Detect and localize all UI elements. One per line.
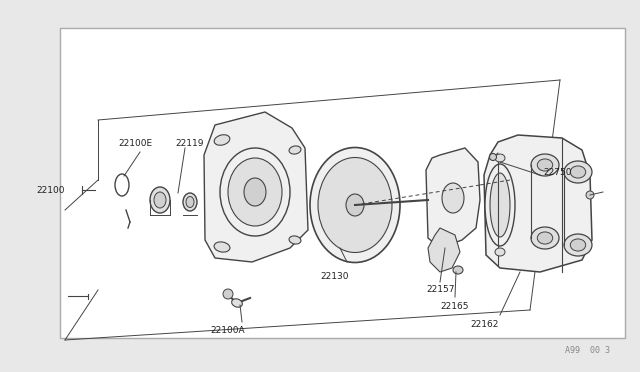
Text: 22100A: 22100A <box>210 326 244 335</box>
Text: 22162: 22162 <box>470 320 499 329</box>
Text: 22750: 22750 <box>543 167 572 176</box>
Ellipse shape <box>289 146 301 154</box>
Text: 22130: 22130 <box>320 272 349 281</box>
Ellipse shape <box>495 154 505 162</box>
Ellipse shape <box>490 173 510 237</box>
Ellipse shape <box>346 194 364 216</box>
Polygon shape <box>426 148 480 248</box>
Circle shape <box>223 289 233 299</box>
Ellipse shape <box>570 239 586 251</box>
FancyBboxPatch shape <box>60 28 625 338</box>
Text: 22100: 22100 <box>36 186 65 195</box>
Polygon shape <box>428 228 460 272</box>
Ellipse shape <box>564 161 592 183</box>
Ellipse shape <box>183 193 197 211</box>
Ellipse shape <box>570 166 586 178</box>
Ellipse shape <box>318 157 392 253</box>
Text: 22119: 22119 <box>175 139 204 148</box>
Ellipse shape <box>244 178 266 206</box>
Ellipse shape <box>154 192 166 208</box>
Ellipse shape <box>485 164 515 246</box>
Polygon shape <box>484 135 592 272</box>
Ellipse shape <box>214 242 230 252</box>
Ellipse shape <box>586 191 594 199</box>
Ellipse shape <box>186 196 194 208</box>
Ellipse shape <box>310 148 400 263</box>
Ellipse shape <box>289 236 301 244</box>
Ellipse shape <box>495 248 505 256</box>
Text: 22157: 22157 <box>426 285 454 294</box>
Ellipse shape <box>220 148 290 236</box>
Ellipse shape <box>453 266 463 274</box>
Ellipse shape <box>490 154 497 160</box>
Text: A99  00 3: A99 00 3 <box>565 346 610 355</box>
Ellipse shape <box>531 154 559 176</box>
Ellipse shape <box>442 183 464 213</box>
Ellipse shape <box>214 135 230 145</box>
Text: 22100E: 22100E <box>118 139 152 148</box>
Ellipse shape <box>228 158 282 226</box>
Polygon shape <box>204 112 308 262</box>
Ellipse shape <box>150 187 170 213</box>
Ellipse shape <box>564 234 592 256</box>
Ellipse shape <box>538 159 553 171</box>
Ellipse shape <box>538 232 553 244</box>
Ellipse shape <box>531 227 559 249</box>
Ellipse shape <box>232 299 243 307</box>
Text: 22165: 22165 <box>440 302 468 311</box>
